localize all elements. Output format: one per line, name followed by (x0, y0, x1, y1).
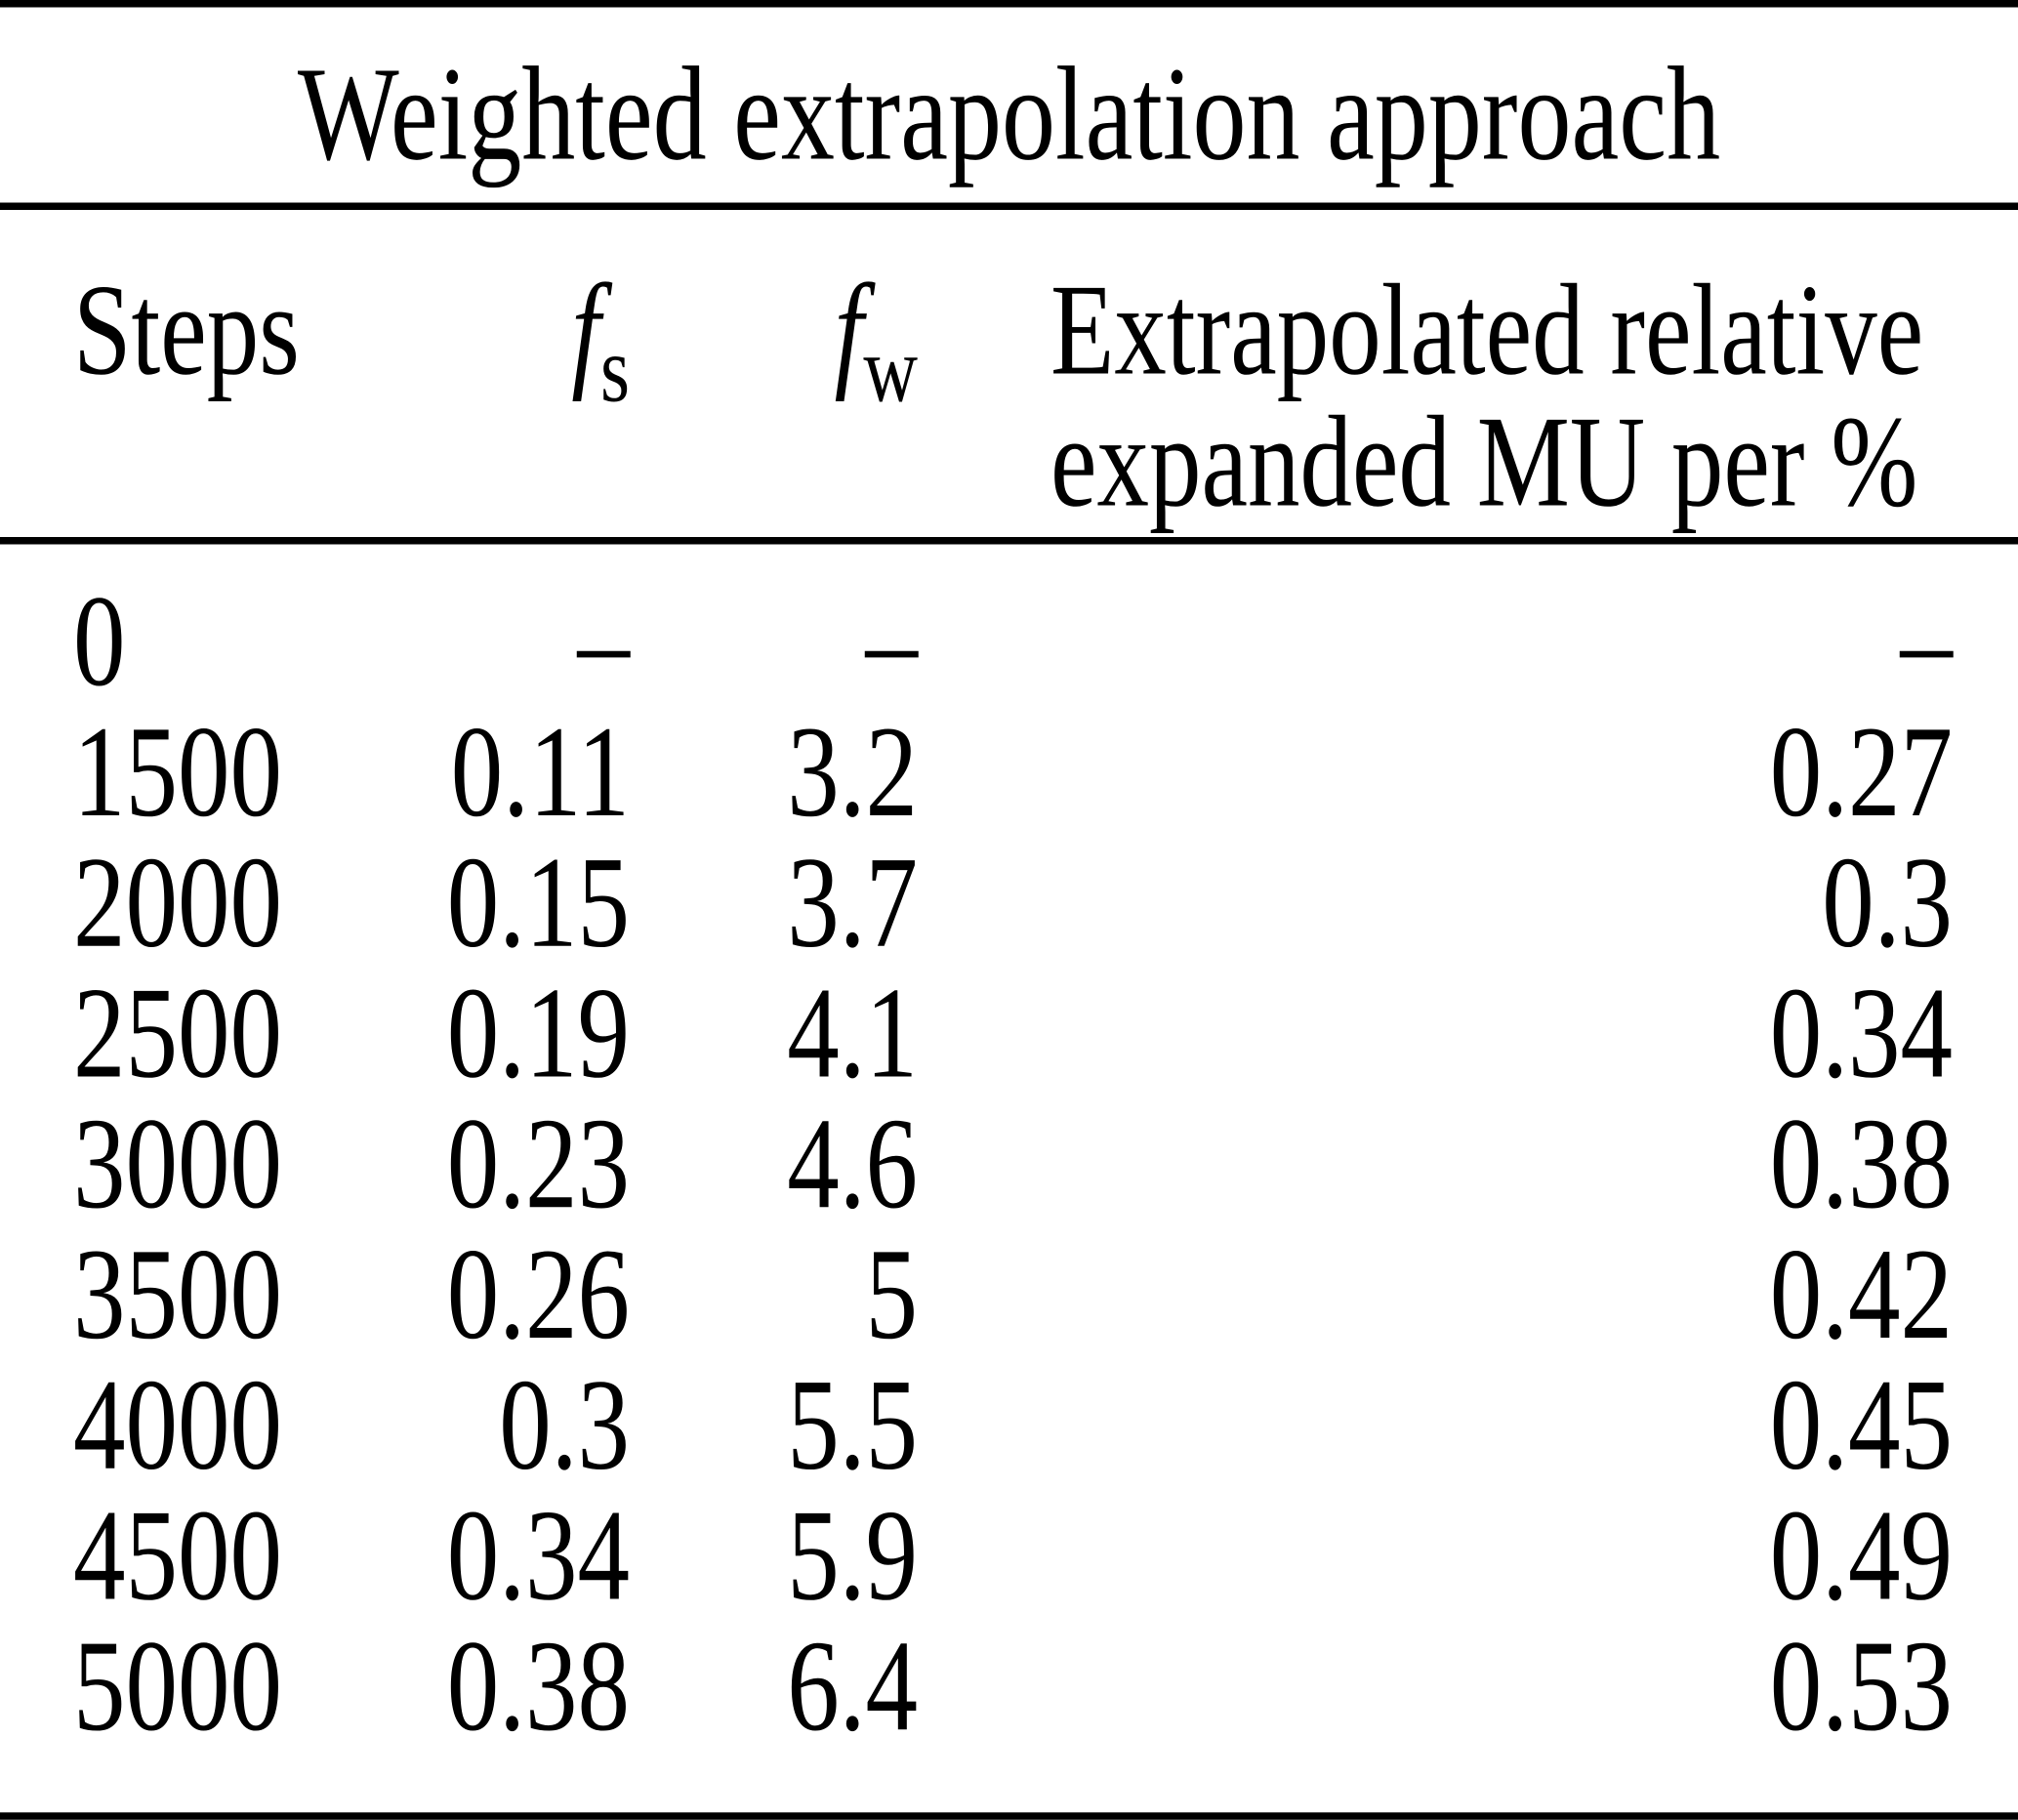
table-body: 0– – –1500 0.11 3.2 0.27 2000 0.15 3.7 0.3 2500 0.1… (0, 545, 2018, 1813)
cell-steps: 3500 (73, 1222, 282, 1367)
cell-steps: 0 (73, 569, 126, 715)
cell-mu: 0.53 (1769, 1614, 1953, 1759)
cell-mu: 0.45 (1769, 1353, 1953, 1498)
cell-fs: – (577, 569, 631, 715)
table-row: 5000 0.38 6.4 0.53 (0, 1622, 2018, 1753)
table-title: Weighted extrapolation approach (297, 39, 1721, 188)
cell-mu: – (1900, 569, 1954, 715)
cell-fw: 4.6 (787, 1092, 918, 1237)
cell-fs: 0.11 (450, 700, 630, 845)
fw-subscript: w (863, 316, 918, 422)
column-header-steps: Steps (73, 259, 300, 403)
cell-mu: 0.27 (1769, 700, 1953, 845)
cell-fw: – (865, 569, 919, 715)
table-row: 2000 0.15 3.7 0.3 (0, 831, 2018, 975)
cell-steps: 1500 (73, 700, 282, 845)
cell-fw: 4.1 (787, 962, 918, 1106)
cell-fw: 3.7 (787, 831, 918, 975)
fs-symbol: f (571, 259, 601, 403)
fs-subscript: s (600, 316, 630, 422)
table-row: 2500 0.19 4.1 0.34 (0, 962, 2018, 1106)
cell-fs: 0.15 (446, 831, 630, 975)
fw-symbol: f (834, 259, 864, 403)
cell-mu: 0.49 (1769, 1484, 1953, 1629)
cell-steps: 2000 (73, 831, 282, 975)
cell-steps: 4500 (73, 1484, 282, 1629)
table-row: 3500 0.26 5 0.42 (0, 1222, 2018, 1367)
cell-fs: 0.23 (446, 1092, 630, 1237)
cell-fs: 0.34 (446, 1484, 630, 1629)
cell-mu: 0.3 (1822, 831, 1953, 975)
cell-steps: 2500 (73, 962, 282, 1106)
cell-fs: 0.26 (446, 1222, 630, 1367)
column-header-row: Steps fs fw Extrapolated relative expand… (0, 210, 2018, 537)
top-rule (0, 0, 2018, 8)
cell-mu: 0.38 (1769, 1092, 1953, 1237)
column-header-mu-line2: expanded MU per % (1050, 391, 1918, 535)
table-row: 1500 0.11 3.2 0.27 (0, 700, 2018, 845)
cell-steps: 3000 (73, 1092, 282, 1237)
cell-fs: 0.3 (499, 1353, 630, 1498)
header-divider-rule (0, 537, 2018, 545)
cell-fs: 0.19 (446, 962, 630, 1106)
cell-steps: 5000 (73, 1614, 282, 1759)
table-row: 4000 0.3 5.5 0.45 (0, 1353, 2018, 1498)
cell-fw: 5.9 (787, 1484, 918, 1629)
cell-fw: 5.5 (787, 1353, 918, 1498)
column-header-mu: Extrapolated relative expanded MU per % (918, 265, 2018, 537)
cell-steps: 4000 (73, 1353, 282, 1498)
table-row: 0– – – (0, 577, 2018, 708)
table-row: 4500 0.34 5.9 0.49 (0, 1484, 2018, 1629)
column-header-fw: fw (630, 265, 918, 537)
cell-mu: 0.42 (1769, 1222, 1953, 1367)
table-row: 3000 0.23 4.6 0.38 (0, 1099, 2018, 1230)
cell-fs: 0.38 (446, 1614, 630, 1759)
cell-fw: 5 (865, 1222, 919, 1367)
column-header-fs: fs (420, 265, 630, 537)
cell-mu: 0.34 (1769, 962, 1953, 1106)
column-header-mu-line1: Extrapolated relative (1050, 259, 1924, 403)
cell-fw: 6.4 (787, 1614, 918, 1759)
cell-fw: 3.2 (787, 700, 918, 845)
title-divider-rule (0, 202, 2018, 210)
bottom-rule (0, 1812, 2018, 1820)
